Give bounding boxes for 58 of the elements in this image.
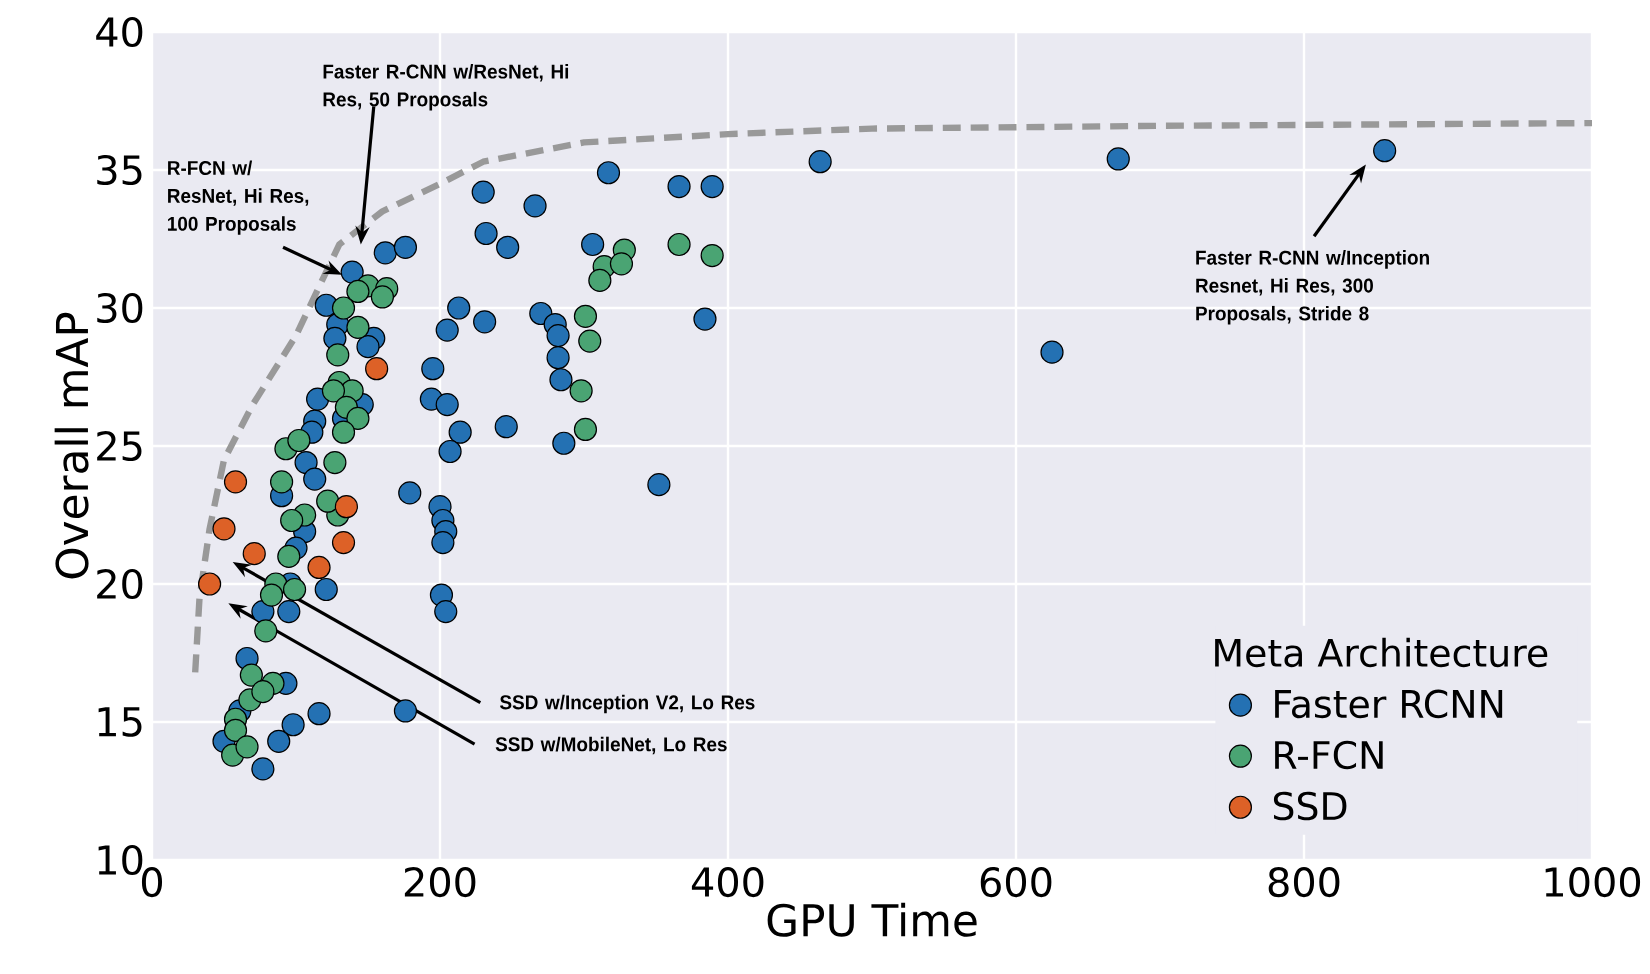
x-tick-label: 400 [691,867,764,898]
annotation: SSD w/MobileNet, Lo Res [495,736,727,755]
y-tick-label: 40 [96,16,143,48]
point [212,517,236,541]
x-tick-label: 800 [1268,867,1340,898]
point [316,489,340,513]
annotation: SSD w/Inception V2, Lo Res [499,694,755,714]
legend-label: SSD [1273,791,1347,821]
point [280,508,304,533]
legend-label: Faster RCNN [1275,689,1503,719]
y-tick-label: 20 [97,568,143,600]
annotation: Faster R-CNN w/Inception Resnet, Hi Res, 300 Proposals, Stride 8 [1196,250,1429,325]
point [239,663,263,687]
x-tick-label: 200 [404,867,476,898]
point [569,379,593,403]
point [223,718,248,742]
point [331,296,356,320]
point [365,357,389,381]
x-axis-title: GPU Time [767,902,977,937]
x-tick-label: 1000 [1545,867,1641,898]
annotation: Faster R-CNN w/ResNet, Hi Res, 50 Proposals [323,63,569,111]
legend-title: Meta Architecture [1215,637,1548,668]
point [254,619,278,643]
point [588,268,612,292]
x-tick-label: 0 [141,867,163,898]
point [198,572,222,596]
point [346,279,370,304]
point [321,379,346,403]
x-tick-label: 600 [980,867,1052,898]
point [326,343,350,367]
point [323,450,347,475]
point [307,555,331,580]
point [609,252,634,276]
y-tick-label: 15 [98,707,142,737]
y-tick-label: 25 [97,430,142,462]
point [223,470,248,494]
point [573,417,598,442]
y-tick-label: 35 [97,154,142,186]
point [287,428,311,453]
point [578,329,602,353]
point [573,304,598,328]
point [331,531,356,555]
point [235,735,259,759]
y-tick-label: 10 [98,844,143,876]
point [700,243,724,268]
point [346,315,370,339]
legend-label: R-FCN [1275,740,1383,770]
y-axis-title: Overall mAP [54,312,89,579]
point [370,285,394,309]
point [331,420,356,444]
y-tick-label: 30 [97,292,143,324]
point [259,583,284,607]
point [242,542,266,566]
point [251,680,275,704]
annotation: R-FCN w/ ResNet, Hi Res, 100 Proposals [167,160,309,235]
point [282,577,307,602]
point [667,232,691,257]
point [334,495,358,519]
